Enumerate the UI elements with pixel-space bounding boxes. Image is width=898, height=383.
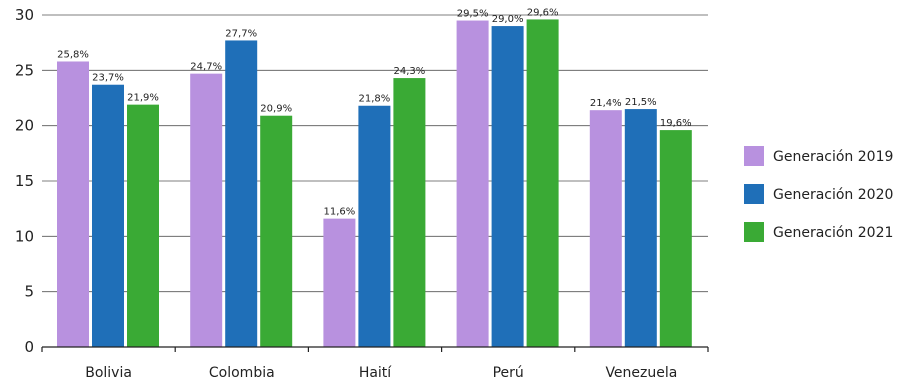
legend-label: Generación 2021 bbox=[773, 225, 893, 241]
y-tick-label: 15 bbox=[15, 172, 34, 190]
bar bbox=[491, 26, 524, 348]
category-label: Venezuela bbox=[605, 365, 677, 381]
y-tick-label: 20 bbox=[15, 117, 34, 135]
legend-swatch bbox=[744, 146, 764, 166]
category-label: Haití bbox=[359, 365, 392, 381]
bar bbox=[659, 130, 692, 347]
y-tick-label: 0 bbox=[24, 338, 34, 356]
bar bbox=[225, 40, 258, 347]
legend-label: Generación 2019 bbox=[773, 149, 893, 165]
data-label: 19,6% bbox=[660, 118, 692, 129]
legend-label: Generación 2020 bbox=[773, 187, 893, 203]
bar bbox=[456, 20, 489, 348]
category-label: Colombia bbox=[209, 365, 275, 381]
data-label: 29,5% bbox=[457, 9, 489, 20]
data-label: 24,7% bbox=[190, 62, 222, 73]
data-label: 20,9% bbox=[260, 104, 292, 115]
x-axis: Bolivia Colombia Haití Perú Venezuela bbox=[41, 346, 709, 381]
category-label: Bolivia bbox=[85, 365, 132, 381]
y-tick-label: 25 bbox=[15, 61, 34, 79]
data-label: 29,6% bbox=[527, 7, 559, 18]
bar bbox=[190, 73, 223, 348]
bar bbox=[260, 115, 293, 347]
bar bbox=[127, 104, 159, 347]
y-tick-label: 10 bbox=[15, 227, 34, 245]
bar bbox=[589, 110, 622, 347]
bar bbox=[92, 84, 124, 347]
data-label: 25,8% bbox=[57, 49, 89, 60]
data-label: 29,0% bbox=[492, 14, 524, 25]
data-label: 21,4% bbox=[590, 98, 622, 109]
y-tick-label: 5 bbox=[24, 283, 34, 301]
bar bbox=[393, 78, 426, 347]
bar bbox=[57, 61, 89, 347]
bar bbox=[358, 105, 391, 347]
y-tick-label: 30 bbox=[15, 6, 34, 24]
data-label: 23,7% bbox=[92, 73, 124, 84]
category-label: Perú bbox=[493, 365, 524, 381]
legend: Generación 2019 Generación 2020 Generación… bbox=[744, 146, 893, 242]
legend-swatch bbox=[744, 222, 764, 242]
bar bbox=[323, 218, 356, 347]
data-label: 21,9% bbox=[127, 93, 159, 104]
y-axis: 0 5 10 15 20 25 30 bbox=[15, 6, 34, 356]
data-label: 21,8% bbox=[359, 94, 391, 105]
data-label: 24,3% bbox=[394, 66, 426, 77]
data-label: 21,5% bbox=[625, 97, 657, 108]
legend-swatch bbox=[744, 184, 764, 204]
data-label: 27,7% bbox=[225, 28, 257, 39]
bar bbox=[526, 19, 559, 347]
bars: 25,8% 23,7%21,9% 24,7% 27,7% 20,9% 11,6% 21,8%… bbox=[57, 7, 692, 348]
bar bbox=[624, 109, 657, 347]
data-label: 11,6% bbox=[324, 207, 356, 218]
